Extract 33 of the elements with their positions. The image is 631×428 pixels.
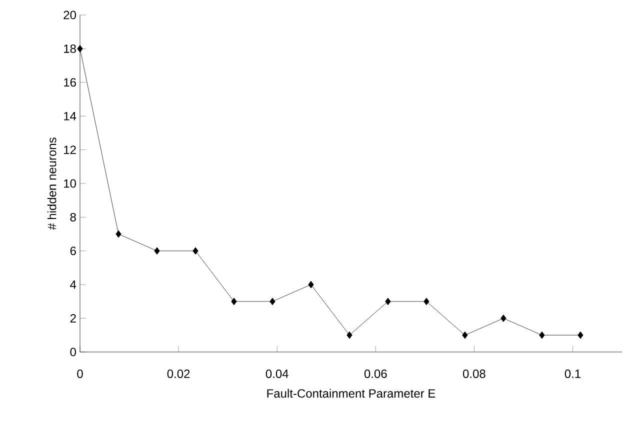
point <box>77 44 83 52</box>
y-tick-label: 8 <box>70 212 76 222</box>
y-tick-label: 18 <box>64 44 76 53</box>
y-axis-title: # hidden neurons <box>47 138 56 230</box>
point <box>539 331 545 339</box>
point <box>192 247 198 255</box>
x-tick-label: 0.1 <box>564 370 580 378</box>
point <box>270 298 276 306</box>
point <box>500 314 506 322</box>
point <box>424 298 430 306</box>
x-axis-title: Fault-Containment Parameter E <box>267 388 436 398</box>
y-tick-label: 0 <box>70 348 76 356</box>
point <box>385 298 391 306</box>
x-tick-label: 0.08 <box>462 370 486 378</box>
y-tick-label: 16 <box>64 78 76 87</box>
x-tick-label: 0.04 <box>266 370 288 378</box>
y-tick-label: 4 <box>70 280 76 289</box>
y-tick-label: 10 <box>64 179 76 188</box>
x-tick-label: 0 <box>77 370 83 378</box>
y-tick-label: 2 <box>70 314 76 322</box>
point <box>578 331 584 339</box>
y-tick-label: 12 <box>64 146 76 154</box>
point <box>346 331 352 339</box>
point <box>308 280 314 288</box>
y-tick-label: 20 <box>64 10 76 20</box>
x-tick-label: 0.06 <box>364 370 387 378</box>
point <box>462 331 468 339</box>
point <box>154 247 160 255</box>
point <box>116 230 122 238</box>
y-tick-label: 6 <box>70 246 76 256</box>
y-tick-label: 14 <box>64 112 76 120</box>
point <box>231 298 237 306</box>
x-tick-label: 0.02 <box>167 370 190 378</box>
